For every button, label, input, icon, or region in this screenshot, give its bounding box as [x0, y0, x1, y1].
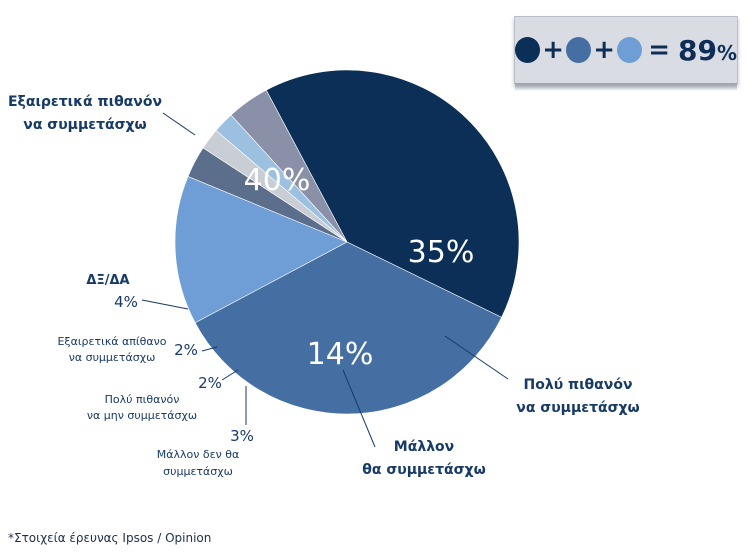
slice-category-label: Εξαιρετικά πιθανόν να συμμετάσχω — [8, 94, 162, 133]
summary-percent-sign: % — [716, 40, 738, 65]
leader-line — [444, 335, 509, 380]
slice-category-label: Μάλλον θα συμμετάσχω — [362, 439, 486, 478]
plus-sign: + — [593, 35, 615, 65]
slice-value-label: 35% — [408, 235, 475, 270]
leader-line — [342, 369, 376, 448]
pie-slice — [174, 176, 348, 324]
mid-blue-dot — [566, 37, 592, 63]
slice-value-label: 40% — [244, 163, 311, 198]
slice-category-label: Πολύ πιθανόν να μην συμμετάσχω — [87, 393, 197, 422]
slice-value-label: 4% — [114, 293, 138, 311]
pie-slice — [265, 69, 520, 318]
summary-total-value: 89 — [678, 33, 717, 67]
slice-value-label: 2% — [174, 341, 198, 359]
leader-line — [201, 346, 218, 352]
plus-sign: + — [542, 35, 564, 65]
slice-category-label: Εξαιρετικά απίθανο να συμμετάσχω — [57, 335, 166, 364]
slice-category-label: ΔΞ/ΔΑ — [86, 273, 129, 288]
slice-category-label: Μάλλον δεν θα συμμετάσχω — [157, 448, 239, 478]
equals-sign: = — [648, 35, 670, 65]
summary-total: 89% — [678, 34, 737, 67]
dark-blue-dot — [515, 37, 541, 63]
slice-category-label: Πολύ πιθανόν να συμμετάσχω — [516, 377, 639, 416]
footnote: *Στοιχεία έρευνας Ipsos / Opinion — [8, 531, 212, 545]
pie-slice — [194, 241, 502, 415]
leader-line — [141, 299, 189, 310]
slice-value-label: 14% — [307, 337, 374, 372]
pie-slice — [230, 89, 348, 243]
slice-value-label: 2% — [198, 374, 222, 392]
light-blue-dot — [617, 37, 643, 63]
leader-line — [162, 112, 196, 136]
leader-line — [221, 369, 239, 381]
summary-box: + + = 89% — [514, 16, 738, 91]
slice-value-label: 3% — [230, 427, 254, 445]
